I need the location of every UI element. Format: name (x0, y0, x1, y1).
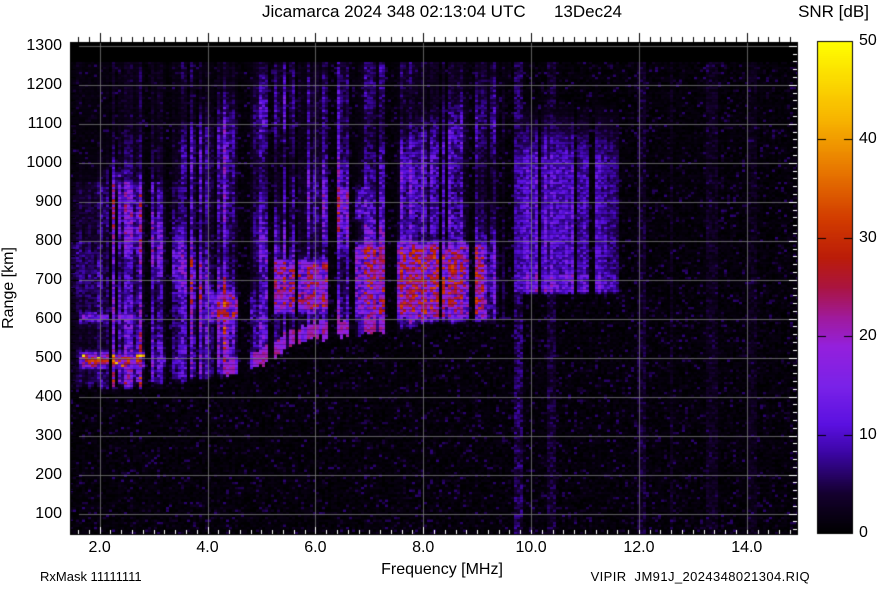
colorbar-tick-label: 50 (859, 32, 877, 49)
y-axis-tick-label: 1000 (26, 153, 62, 171)
x-axis-tick-label: 4.0 (196, 539, 219, 556)
rx-mask-label: RxMask 11111111 (40, 569, 142, 584)
x-axis-tick-label: 12.0 (623, 539, 655, 556)
x-axis-tick-label: 8.0 (412, 539, 435, 556)
y-axis-tick-label: 900 (35, 192, 62, 210)
colorbar-tick-label: 10 (859, 425, 877, 443)
colorbar-tick-label: 30 (859, 228, 877, 246)
colorbar-tick-label: 20 (859, 327, 877, 345)
x-axis-tick-label: 14.0 (731, 539, 763, 556)
colorbar-title: SNR [dB] (798, 2, 869, 21)
x-axis-tick-label: 2.0 (88, 539, 111, 556)
data-file-label: VIPIR JM91J_2024348021304.RIQ (590, 569, 810, 584)
y-axis-tick-label: 500 (35, 348, 62, 366)
x-axis-tick-label: 10.0 (515, 539, 547, 556)
y-axis-tick-label: 100 (35, 504, 62, 522)
x-axis-tick-label: 6.0 (304, 539, 327, 556)
y-axis-tick-label: 200 (35, 465, 62, 483)
y-axis-tick-label: 700 (35, 270, 62, 288)
colorbar-tick-label: 40 (859, 130, 877, 148)
y-axis-tick-label: 1100 (27, 114, 62, 132)
chart-title: Jicamarca 2024 348 02:13:04 UTC 13Dec24 (261, 2, 623, 21)
y-axis-tick-label: 300 (35, 426, 62, 444)
y-axis-tick-label: 1200 (26, 75, 62, 93)
y-axis-tick-label: 1300 (26, 36, 62, 54)
y-axis-tick-label: 400 (35, 387, 62, 405)
y-axis-tick-label: 800 (35, 231, 62, 249)
colorbar-tick-label: 0 (859, 524, 868, 541)
x-axis-label: Frequency [MHz] (381, 561, 503, 578)
y-axis-tick-label: 600 (35, 309, 62, 327)
